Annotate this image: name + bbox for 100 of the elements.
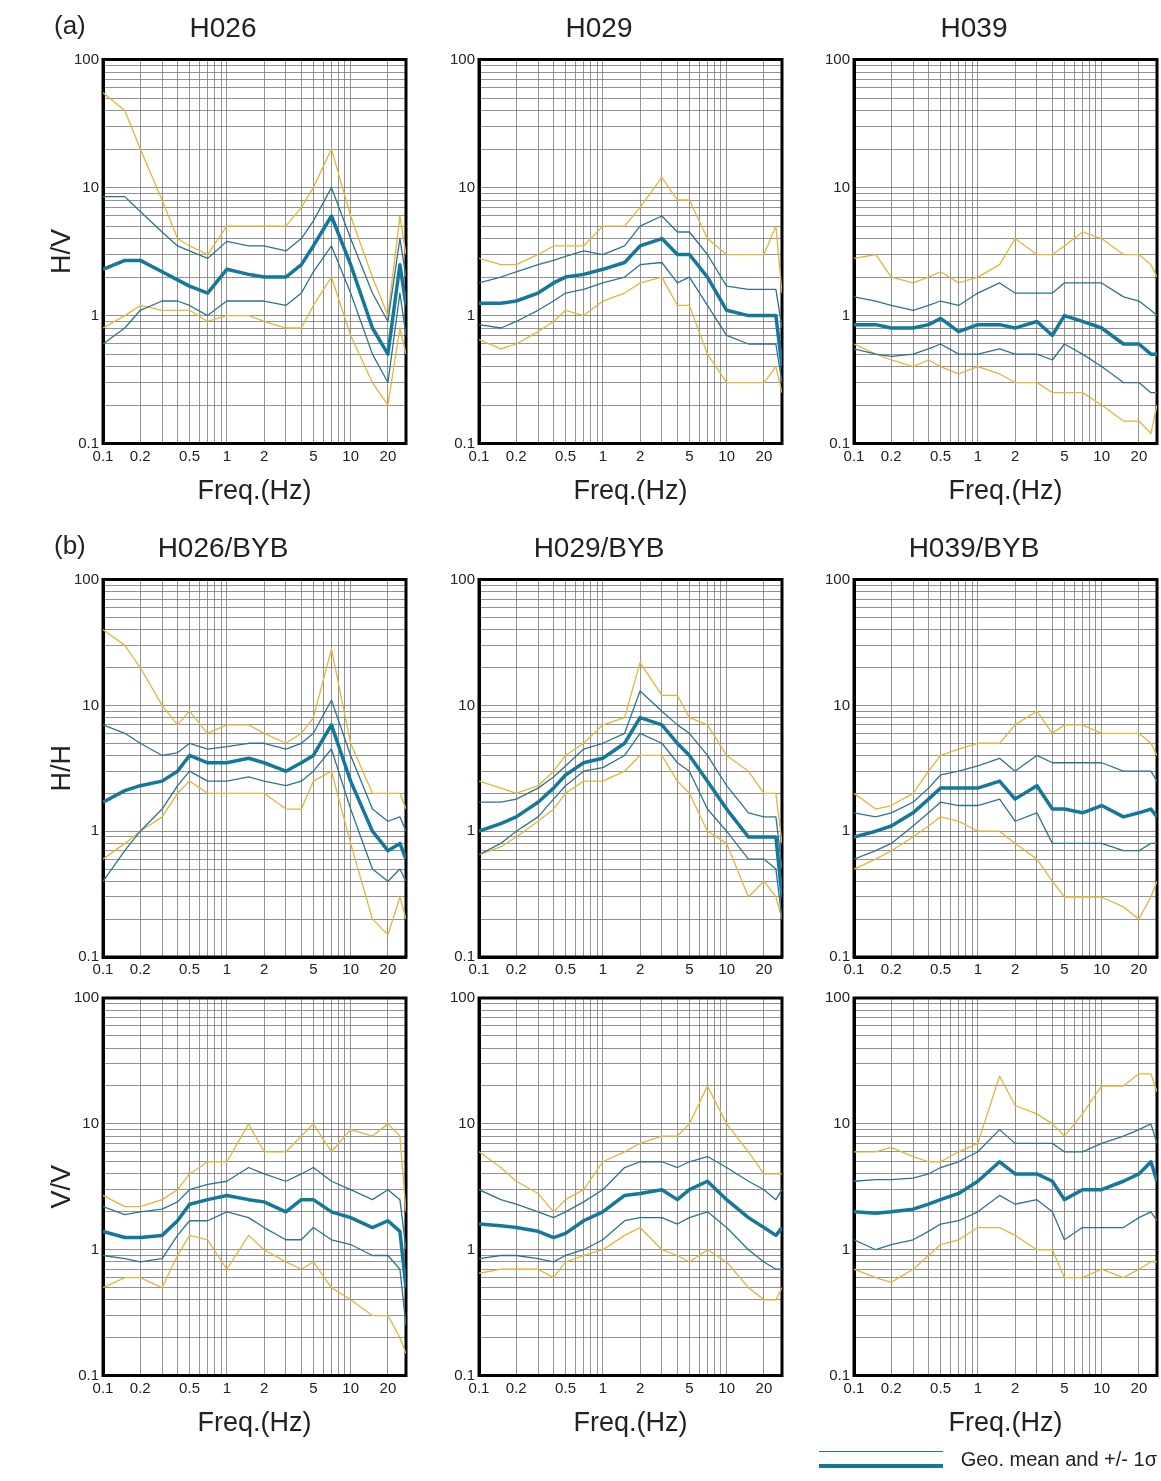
x-axis-title: Freq.(Hz) — [197, 1407, 312, 1438]
x-tick-label: 1 — [598, 446, 607, 464]
x-tick-label: 0.5 — [179, 960, 200, 978]
x-tick-label: 5 — [1060, 960, 1069, 978]
y-tick-label: 0.1 — [78, 1365, 99, 1383]
chart-title: H039/BYB — [908, 531, 1040, 563]
x-tick-label: 1 — [973, 960, 982, 978]
x-tick-label: 5 — [685, 446, 694, 464]
y-tick-label: 10 — [458, 1114, 475, 1132]
y-tick-label: 100 — [824, 988, 850, 1006]
x-tick-label: 1 — [973, 1378, 982, 1396]
y-tick-label: 1 — [466, 305, 475, 323]
x-tick-label: 0.5 — [555, 446, 576, 464]
x-tick-label: 10 — [342, 1378, 359, 1396]
y-axis-title: H/V — [45, 229, 76, 275]
x-tick-label: 2 — [1010, 1378, 1020, 1396]
x-tick-label: 0.5 — [555, 1378, 576, 1396]
x-tick-label: 2 — [635, 960, 645, 978]
x-tick-label: 20 — [379, 1378, 397, 1396]
x-tick-label: 1 — [222, 960, 231, 978]
y-tick-label: 0.1 — [454, 433, 475, 451]
x-tick-label: 2 — [259, 960, 269, 978]
x-tick-label: 5 — [685, 1378, 694, 1396]
x-tick-label: 1 — [598, 960, 607, 978]
x-tick-label: 2 — [259, 446, 269, 464]
y-tick-label: 100 — [824, 49, 850, 67]
y-tick-label: 0.1 — [829, 433, 850, 451]
x-axis-title: Freq.(Hz) — [197, 475, 312, 506]
y-tick-label: 1 — [90, 821, 99, 839]
chart-title: H029/BYB — [533, 531, 665, 563]
x-tick-label: 10 — [718, 960, 735, 978]
x-tick-label: 0.2 — [129, 446, 151, 464]
x-tick-label: 2 — [635, 446, 645, 464]
y-tick-label: 10 — [82, 177, 99, 195]
y-tick-label: 100 — [449, 49, 475, 67]
x-tick-label: 0.5 — [930, 446, 951, 464]
y-tick-label: 1 — [841, 305, 850, 323]
x-tick-label: 1 — [222, 1378, 231, 1396]
x-tick-label: 1 — [973, 446, 982, 464]
y-tick-label: 100 — [449, 988, 475, 1006]
x-tick-label: 1 — [598, 1378, 607, 1396]
y-tick-label: 1 — [90, 305, 99, 323]
x-tick-label: 20 — [379, 960, 397, 978]
x-tick-label: 0.5 — [179, 446, 200, 464]
x-tick-label: 10 — [718, 446, 735, 464]
y-tick-label: 10 — [82, 695, 99, 713]
y-tick-label: 10 — [458, 177, 475, 195]
y-tick-label: 0.1 — [454, 1365, 475, 1383]
y-tick-label: 100 — [449, 569, 475, 587]
y-tick-label: 0.1 — [829, 1365, 850, 1383]
y-tick-label: 10 — [833, 177, 850, 195]
x-tick-label: 0.2 — [880, 446, 902, 464]
x-tick-label: 2 — [1010, 960, 1020, 978]
y-tick-label: 1 — [841, 1239, 850, 1257]
x-tick-label: 20 — [755, 960, 773, 978]
x-tick-label: 0.2 — [505, 446, 527, 464]
y-tick-label: 10 — [833, 695, 850, 713]
x-tick-label: 20 — [1130, 446, 1148, 464]
x-axis-title: Freq.(Hz) — [948, 1407, 1063, 1438]
x-axis-title: Freq.(Hz) — [948, 475, 1063, 506]
chart-title: H029 — [565, 11, 633, 43]
y-tick-label: 1 — [90, 1239, 99, 1257]
y-tick-label: 0.1 — [454, 947, 475, 965]
x-tick-label: 0.5 — [179, 1378, 200, 1396]
x-tick-label: 0.2 — [880, 960, 902, 978]
x-tick-label: 20 — [755, 446, 773, 464]
x-tick-label: 10 — [1093, 960, 1110, 978]
x-tick-label: 20 — [1130, 960, 1148, 978]
x-tick-label: 5 — [309, 960, 318, 978]
y-axis-title: V/V — [45, 1165, 76, 1209]
text: (a) — [54, 10, 86, 41]
y-tick-label: 10 — [833, 1114, 850, 1132]
x-tick-label: 5 — [309, 446, 318, 464]
x-tick-label: 10 — [342, 446, 359, 464]
x-tick-label: 2 — [1010, 446, 1020, 464]
y-tick-label: 1 — [466, 821, 475, 839]
x-tick-label: 5 — [309, 1378, 318, 1396]
x-tick-label: 20 — [379, 446, 397, 464]
x-tick-label: 20 — [755, 1378, 773, 1396]
x-tick-label: 0.5 — [555, 960, 576, 978]
chart-title: H039 — [940, 11, 1008, 43]
x-tick-label: 0.2 — [505, 1378, 527, 1396]
x-axis-title: Freq.(Hz) — [573, 475, 688, 506]
chart-title: H026/BYB — [157, 531, 289, 563]
x-tick-label: 0.5 — [930, 960, 951, 978]
text: (b) — [54, 530, 86, 561]
y-tick-label: 1 — [841, 821, 850, 839]
y-tick-label: 100 — [73, 569, 99, 587]
y-tick-label: 0.1 — [829, 947, 850, 965]
x-tick-label: 1 — [222, 446, 231, 464]
y-tick-label: 0.1 — [78, 433, 99, 451]
x-tick-label: 2 — [635, 1378, 645, 1396]
x-axis-title: Freq.(Hz) — [573, 1407, 688, 1438]
x-tick-label: 0.2 — [505, 960, 527, 978]
x-tick-label: 0.2 — [129, 1378, 151, 1396]
y-tick-label: 1 — [466, 1239, 475, 1257]
y-tick-label: 100 — [73, 49, 99, 67]
chart-title: H026 — [189, 11, 257, 43]
x-tick-label: 20 — [1130, 1378, 1148, 1396]
x-tick-label: 10 — [1093, 446, 1110, 464]
